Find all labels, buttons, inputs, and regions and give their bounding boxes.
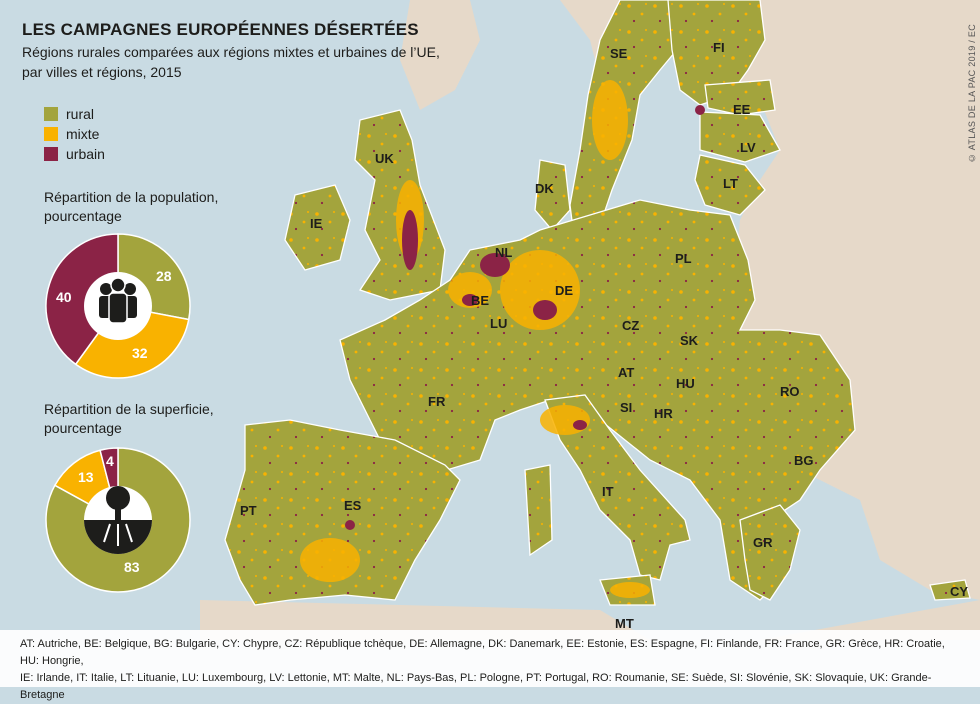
legend-swatch-mixte [44, 127, 58, 141]
population-chart-title: Répartition de la population, pourcentag… [44, 189, 219, 224]
country-label-cz: CZ [622, 318, 639, 333]
population-label-rural: 28 [156, 268, 172, 284]
country-label-ro: RO [780, 384, 800, 399]
country-label-lv: LV [740, 140, 756, 155]
country-label-pt: PT [240, 503, 257, 518]
population-slice-mixte [74, 305, 190, 379]
country-label-at: AT [618, 365, 634, 380]
population-donut-chart: 28 32 40 [45, 233, 191, 379]
country-label-fi: FI [713, 40, 725, 55]
footer-line-1: AT: Autriche, BE: Belgique, BG: Bulgarie… [20, 638, 945, 667]
urban-regions [345, 105, 705, 530]
country-label-lt: LT [723, 176, 738, 191]
footer-line-2: IE: Irlande, IT: Italie, LT: Lituanie, L… [20, 672, 932, 701]
country-label-uk: UK [375, 151, 394, 166]
country-label-cy: CY [950, 584, 968, 599]
legend-swatch-urbain [44, 147, 58, 161]
eu-land [224, 0, 971, 606]
country-label-it: IT [602, 484, 614, 499]
superficie-label-urbain: 4 [106, 453, 114, 469]
country-label-gr: GR [753, 535, 773, 550]
superficie-label-rural: 83 [124, 559, 140, 575]
legend-label-mixte: mixte [66, 126, 100, 142]
legend-item-urbain: urbain [44, 144, 105, 164]
country-label-hr: HR [654, 406, 673, 421]
country-labels: SE FI EE LV LT UK IE DK NL BE LU DE PL C… [240, 40, 968, 631]
country-label-ie: IE [310, 216, 323, 231]
country-label-bg: BG [794, 453, 814, 468]
superficie-label-mixte: 13 [78, 469, 94, 485]
superficie-slice-rural [45, 447, 191, 593]
country-label-de: DE [555, 283, 573, 298]
superficie-donut-chart: 83 13 4 [45, 447, 191, 593]
abbreviations-footer: AT: Autriche, BE: Belgique, BG: Bulgarie… [0, 630, 980, 701]
country-label-lu: LU [490, 316, 507, 331]
legend-item-rural: rural [44, 104, 105, 124]
country-label-sk: SK [680, 333, 699, 348]
population-slice-urbain [45, 233, 119, 366]
credit-text: © ATLAS DE LA PAC 2019 / EC [967, 24, 977, 163]
legend-item-mixte: mixte [44, 124, 105, 144]
population-label-mixte: 32 [132, 345, 148, 361]
country-label-hu: HU [676, 376, 695, 391]
legend-swatch-rural [44, 107, 58, 121]
superficie-chart-title: Répartition de la superficie, pourcentag… [44, 401, 214, 436]
country-label-se: SE [610, 46, 628, 61]
country-label-be: BE [471, 293, 489, 308]
legend-label-urbain: urbain [66, 146, 105, 162]
population-label-urbain: 40 [56, 289, 72, 305]
country-label-fr: FR [428, 394, 446, 409]
page-title: LES CAMPAGNES EUROPÉENNES DÉSERTÉES [22, 20, 419, 39]
page-subtitle: Régions rurales comparées aux régions mi… [22, 44, 440, 80]
legend: rural mixte urbain [44, 104, 105, 164]
country-label-dk: DK [535, 181, 554, 196]
country-label-nl: NL [495, 245, 512, 260]
tree-field-icon [84, 486, 152, 554]
country-label-ee: EE [733, 102, 751, 117]
country-label-mt: MT [615, 616, 634, 631]
country-label-es: ES [344, 498, 362, 513]
country-label-si: SI [620, 400, 632, 415]
legend-label-rural: rural [66, 106, 95, 122]
people-icon [99, 277, 137, 324]
country-label-pl: PL [675, 251, 692, 266]
